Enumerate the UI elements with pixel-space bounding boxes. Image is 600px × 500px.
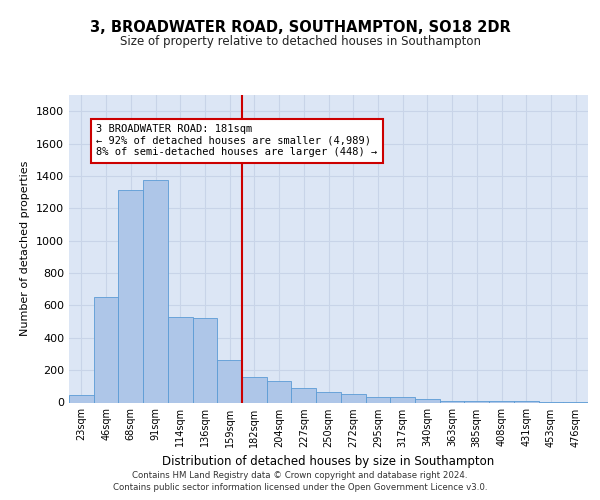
Text: 3, BROADWATER ROAD, SOUTHAMPTON, SO18 2DR: 3, BROADWATER ROAD, SOUTHAMPTON, SO18 2D… [89, 20, 511, 35]
Bar [514, 401, 539, 402]
Bar [341, 394, 365, 402]
Bar [415, 400, 440, 402]
Text: Contains public sector information licensed under the Open Government Licence v3: Contains public sector information licen… [113, 483, 487, 492]
Bar [464, 401, 489, 402]
Text: 3 BROADWATER ROAD: 181sqm
← 92% of detached houses are smaller (4,989)
8% of sem: 3 BROADWATER ROAD: 181sqm ← 92% of detac… [96, 124, 377, 158]
Bar [69, 395, 94, 402]
Bar [390, 397, 415, 402]
Bar [143, 180, 168, 402]
Text: Size of property relative to detached houses in Southampton: Size of property relative to detached ho… [119, 34, 481, 48]
Bar [489, 401, 514, 402]
Bar [118, 190, 143, 402]
Bar [440, 401, 464, 402]
Bar [242, 378, 267, 402]
X-axis label: Distribution of detached houses by size in Southampton: Distribution of detached houses by size … [163, 455, 494, 468]
Bar [267, 382, 292, 402]
Y-axis label: Number of detached properties: Number of detached properties [20, 161, 31, 336]
Bar [168, 316, 193, 402]
Bar [292, 388, 316, 402]
Bar [217, 360, 242, 403]
Bar [94, 298, 118, 403]
Bar [365, 397, 390, 402]
Bar [316, 392, 341, 402]
Bar [193, 318, 217, 402]
Text: Contains HM Land Registry data © Crown copyright and database right 2024.: Contains HM Land Registry data © Crown c… [132, 472, 468, 480]
